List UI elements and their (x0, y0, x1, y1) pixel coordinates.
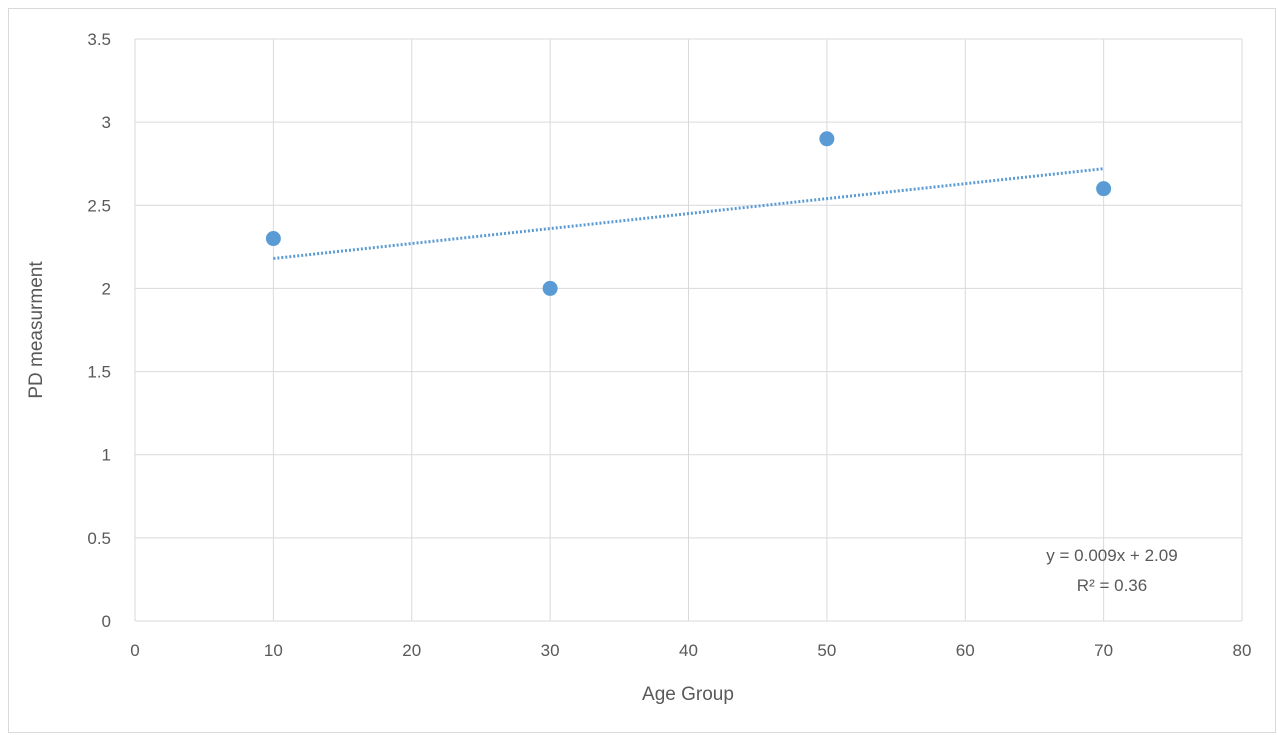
y-tick-label: 1 (102, 446, 111, 465)
data-point (1096, 181, 1112, 197)
y-tick-label: 3.5 (87, 30, 111, 49)
x-axis-tick-labels: 0 10 20 30 40 50 60 70 80 (130, 641, 1251, 660)
data-point (819, 131, 835, 147)
y-tick-label: 2 (102, 279, 111, 298)
trendline-r-squared: R² = 0.36 (1077, 576, 1147, 595)
x-tick-label: 80 (1233, 641, 1252, 660)
trendline (273, 167, 1104, 260)
x-tick-label: 10 (264, 641, 283, 660)
data-point (265, 231, 281, 247)
data-point (542, 280, 558, 296)
y-tick-label: 0 (102, 612, 111, 631)
horizontal-gridlines (135, 38, 1242, 622)
x-tick-label: 70 (1094, 641, 1113, 660)
y-tick-label: 1.5 (87, 363, 111, 382)
y-tick-label: 3 (102, 113, 111, 132)
x-tick-label: 60 (956, 641, 975, 660)
y-axis-tick-labels: 0 0.5 1 1.5 2 2.5 3 3.5 (87, 30, 111, 631)
y-tick-label: 2.5 (87, 196, 111, 215)
chart-area (8, 8, 1276, 733)
x-tick-label: 0 (130, 641, 139, 660)
x-tick-label: 50 (817, 641, 836, 660)
trendline-equation: y = 0.009x + 2.09 (1046, 546, 1177, 565)
x-axis-title: Age Group (642, 684, 734, 705)
data-points (265, 131, 1112, 296)
x-tick-label: 30 (541, 641, 560, 660)
x-tick-label: 20 (402, 641, 421, 660)
vertical-gridlines (134, 39, 1243, 621)
x-tick-label: 40 (679, 641, 698, 660)
y-axis-title: PD measurment (26, 261, 47, 399)
y-tick-label: 0.5 (87, 529, 111, 548)
